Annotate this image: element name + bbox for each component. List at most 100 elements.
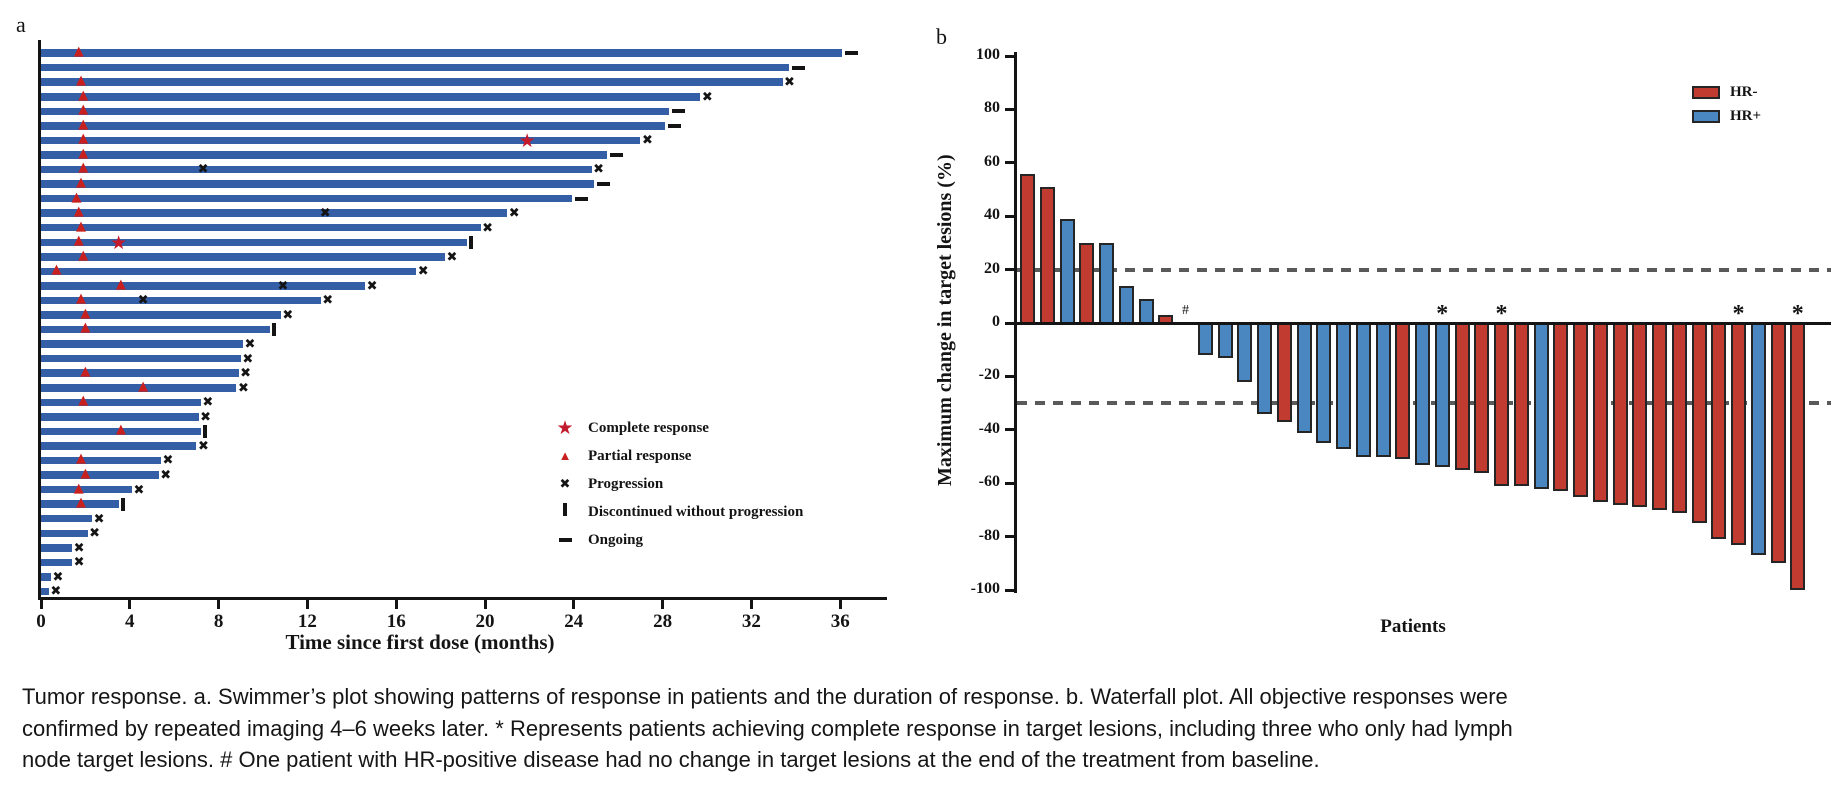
waterfall-bar	[1059, 218, 1075, 324]
swimmer-bar	[41, 223, 481, 232]
partial-response-marker: ▲	[73, 480, 84, 496]
progression-marker: ✖	[244, 337, 256, 352]
progression-marker: ✖	[417, 264, 429, 280]
partial-response-marker: ▲	[78, 87, 89, 103]
swimmer-bar	[41, 354, 241, 363]
progression-marker: ✖	[160, 468, 172, 483]
swimmer-bar	[41, 122, 665, 130]
caption-line-1: Tumor response. a. Swimmer’s plot showin…	[22, 684, 1508, 709]
legend-label: Partial response	[588, 447, 692, 464]
swimmer-bar	[41, 485, 132, 494]
x-tick-label: 16	[386, 611, 406, 632]
waterfall-bar	[1533, 322, 1549, 489]
legend-item-hr-positive: HR+	[1692, 108, 1761, 124]
waterfall-bar	[1434, 322, 1450, 468]
waterfall-bar	[1355, 322, 1371, 457]
complete-response-marker: ★	[518, 130, 536, 153]
progression-marker: ✖	[322, 293, 334, 309]
x-tick	[838, 600, 842, 609]
progression-marker: ✖	[641, 133, 653, 149]
swimmer-bar	[41, 296, 321, 305]
complete-response-marker: ★	[110, 232, 128, 255]
progression-marker: ✖	[73, 540, 85, 556]
partial-response-marker: ▲	[51, 262, 62, 278]
swimmer-bar	[41, 325, 270, 334]
legend-item-ongoing: Ongoing	[550, 526, 643, 554]
partial-response-marker: ▲	[76, 451, 86, 467]
progression-marker: ✖	[137, 293, 149, 309]
progression-marker: ✖	[784, 75, 795, 91]
x-tick-label: 24	[564, 611, 584, 632]
swimmer-bar	[41, 340, 243, 348]
partial-response-marker: ▲	[73, 44, 84, 59]
y-tick	[1005, 54, 1014, 58]
progression-marker: ✖	[277, 278, 289, 294]
swimmer-bar	[41, 107, 670, 115]
progression-marker: ✖	[242, 351, 254, 367]
x-tick	[128, 600, 132, 609]
progression-marker: ✖	[366, 278, 378, 294]
swimmer-bar	[41, 209, 508, 217]
waterfall-bar	[1474, 322, 1490, 473]
legend-item-partial-response: ▲ Partial response	[550, 442, 692, 470]
swimmer-bar	[41, 587, 49, 596]
hr-positive-swatch	[1692, 109, 1720, 123]
progression-marker: ✖	[52, 569, 64, 585]
partial-response-marker: ▲	[76, 495, 86, 511]
progression-marker: ✖	[133, 482, 145, 498]
partial-response-marker: ▲	[80, 466, 91, 481]
progression-marker: ✖	[93, 511, 105, 527]
x-tick-label: 4	[125, 611, 135, 632]
legend-label: Complete response	[588, 419, 709, 436]
swimmer-bar	[41, 78, 783, 86]
waterfall-bar	[1257, 322, 1272, 414]
partial-response-marker: ▲	[73, 204, 84, 220]
waterfall-bar	[1731, 322, 1746, 545]
complete-response-asterisk: *	[1495, 301, 1508, 327]
star-icon: ★	[556, 417, 574, 439]
legend-label: HR-	[1730, 83, 1758, 100]
y-tick	[1005, 374, 1014, 378]
y-tick-label: 20	[984, 259, 1000, 277]
waterfall-bar	[1217, 322, 1233, 358]
swimmer-bar	[41, 427, 201, 436]
progression-marker: ✖	[319, 206, 331, 222]
x-tick	[661, 600, 665, 609]
y-tick	[1005, 481, 1014, 485]
waterfall-bar	[1494, 322, 1509, 486]
y-tick	[1005, 428, 1014, 432]
panel-b-zero-line	[1014, 321, 1831, 325]
partial-response-marker: ▲	[76, 291, 86, 307]
swimmer-bar	[41, 442, 197, 450]
y-tick-label: 40	[984, 206, 1000, 224]
waterfall-bar	[1099, 242, 1114, 324]
progression-marker: ✖	[446, 249, 458, 265]
legend-item-complete-response: ★ Complete response	[550, 414, 709, 442]
swimmer-bar	[41, 282, 366, 290]
swimmer-bar	[41, 456, 161, 465]
y-tick	[1005, 588, 1014, 592]
swimmer-bar	[41, 369, 239, 377]
y-tick	[1005, 107, 1014, 111]
waterfall-bar	[1750, 322, 1766, 556]
x-tick-label: 28	[653, 611, 673, 632]
swimmer-bar	[41, 253, 445, 261]
complete-response-asterisk: *	[1791, 301, 1804, 327]
ongoing-marker	[792, 65, 806, 70]
swimmer-bar	[41, 180, 594, 188]
waterfall-bar	[1513, 322, 1529, 486]
partial-response-marker: ▲	[76, 73, 86, 89]
swimmer-bar	[41, 384, 237, 392]
partial-response-marker: ▲	[78, 102, 89, 118]
waterfall-bar	[1296, 322, 1312, 433]
legend-item-progression: ✖ Progression	[550, 470, 664, 498]
partial-response-marker: ▲	[80, 305, 91, 321]
swimmer-bar	[41, 529, 88, 537]
x-tick	[217, 600, 221, 609]
waterfall-bar	[1454, 322, 1470, 470]
waterfall-bar	[1632, 322, 1648, 508]
panel-a-y-axis	[38, 40, 41, 600]
partial-response-marker: ▲	[71, 189, 82, 205]
swimmer-bar	[41, 194, 572, 203]
discontinued-marker	[469, 235, 474, 249]
